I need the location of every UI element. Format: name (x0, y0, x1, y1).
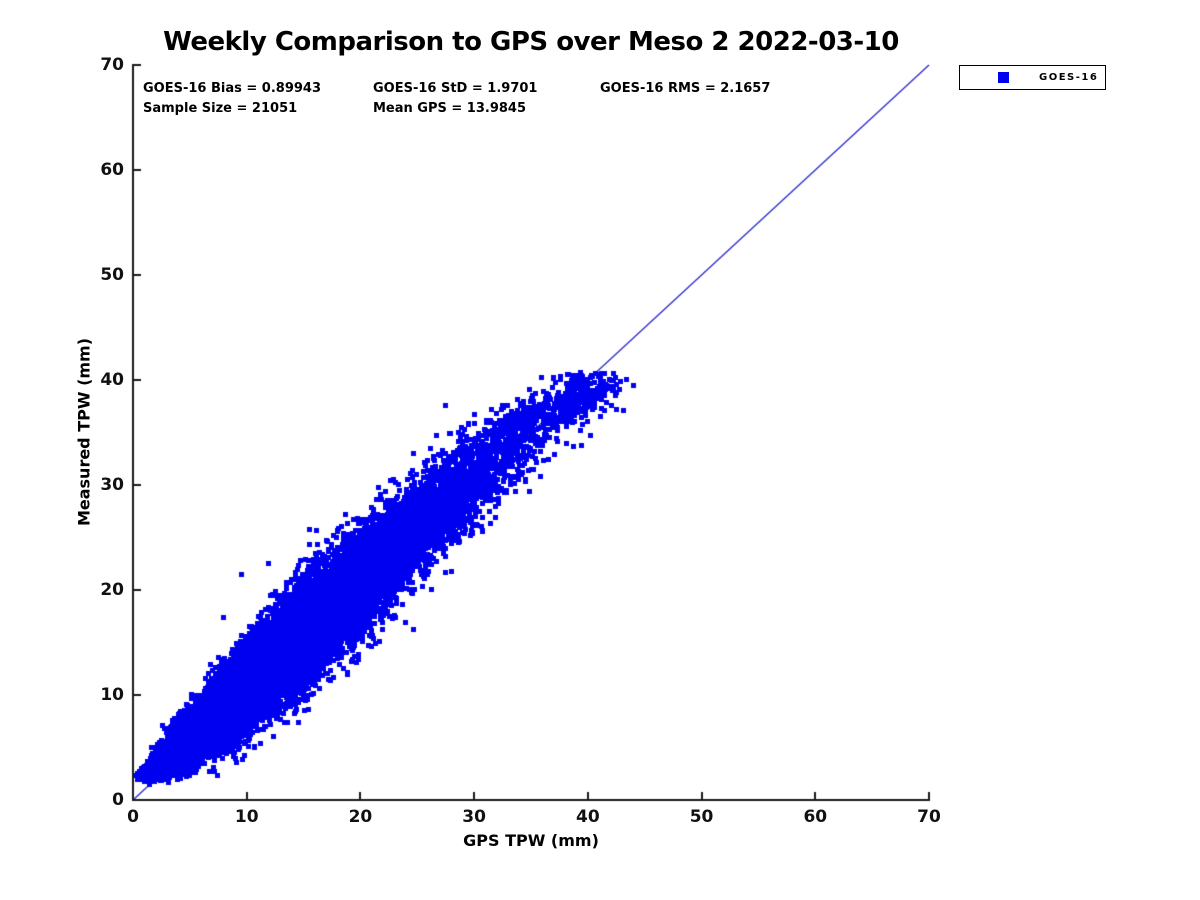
stat-rms: GOES-16 RMS = 2.1657 (600, 81, 771, 96)
y-tick-label: 50 (100, 265, 124, 285)
x-tick-label: 20 (348, 807, 373, 827)
x-tick-label: 0 (127, 807, 139, 827)
x-tick-label: 50 (689, 807, 714, 827)
y-axis-label: Measured TPW (mm) (74, 337, 94, 527)
x-tick-label: 30 (462, 807, 486, 827)
legend-item-label: GOES-16 (1039, 72, 1099, 83)
x-tick-label: 40 (576, 807, 600, 827)
y-tick-label: 60 (100, 160, 124, 180)
y-tick-label: 20 (100, 580, 124, 600)
x-tick-label: 10 (234, 807, 259, 827)
x-tick-label: 70 (917, 807, 941, 827)
stat-bias: GOES-16 Bias = 0.89943 (143, 81, 322, 96)
x-tick-label: 60 (803, 807, 828, 827)
x-axis-label: GPS TPW (mm) (463, 831, 599, 850)
y-tick-label: 30 (100, 475, 124, 495)
stat-mean-gps: Mean GPS = 13.9845 (373, 101, 527, 116)
y-tick-label: 40 (100, 370, 124, 390)
chart-title: Weekly Comparison to GPS over Meso 2 202… (163, 27, 899, 57)
y-tick-label: 10 (100, 685, 124, 705)
stat-std: GOES-16 StD = 1.9701 (373, 81, 538, 96)
y-tick-label: 0 (112, 790, 124, 810)
legend-square-marker-icon (998, 72, 1009, 83)
y-tick-label: 70 (100, 55, 124, 75)
legend: GOES-16 (959, 65, 1106, 90)
stat-sample-size: Sample Size = 21051 (143, 101, 298, 116)
